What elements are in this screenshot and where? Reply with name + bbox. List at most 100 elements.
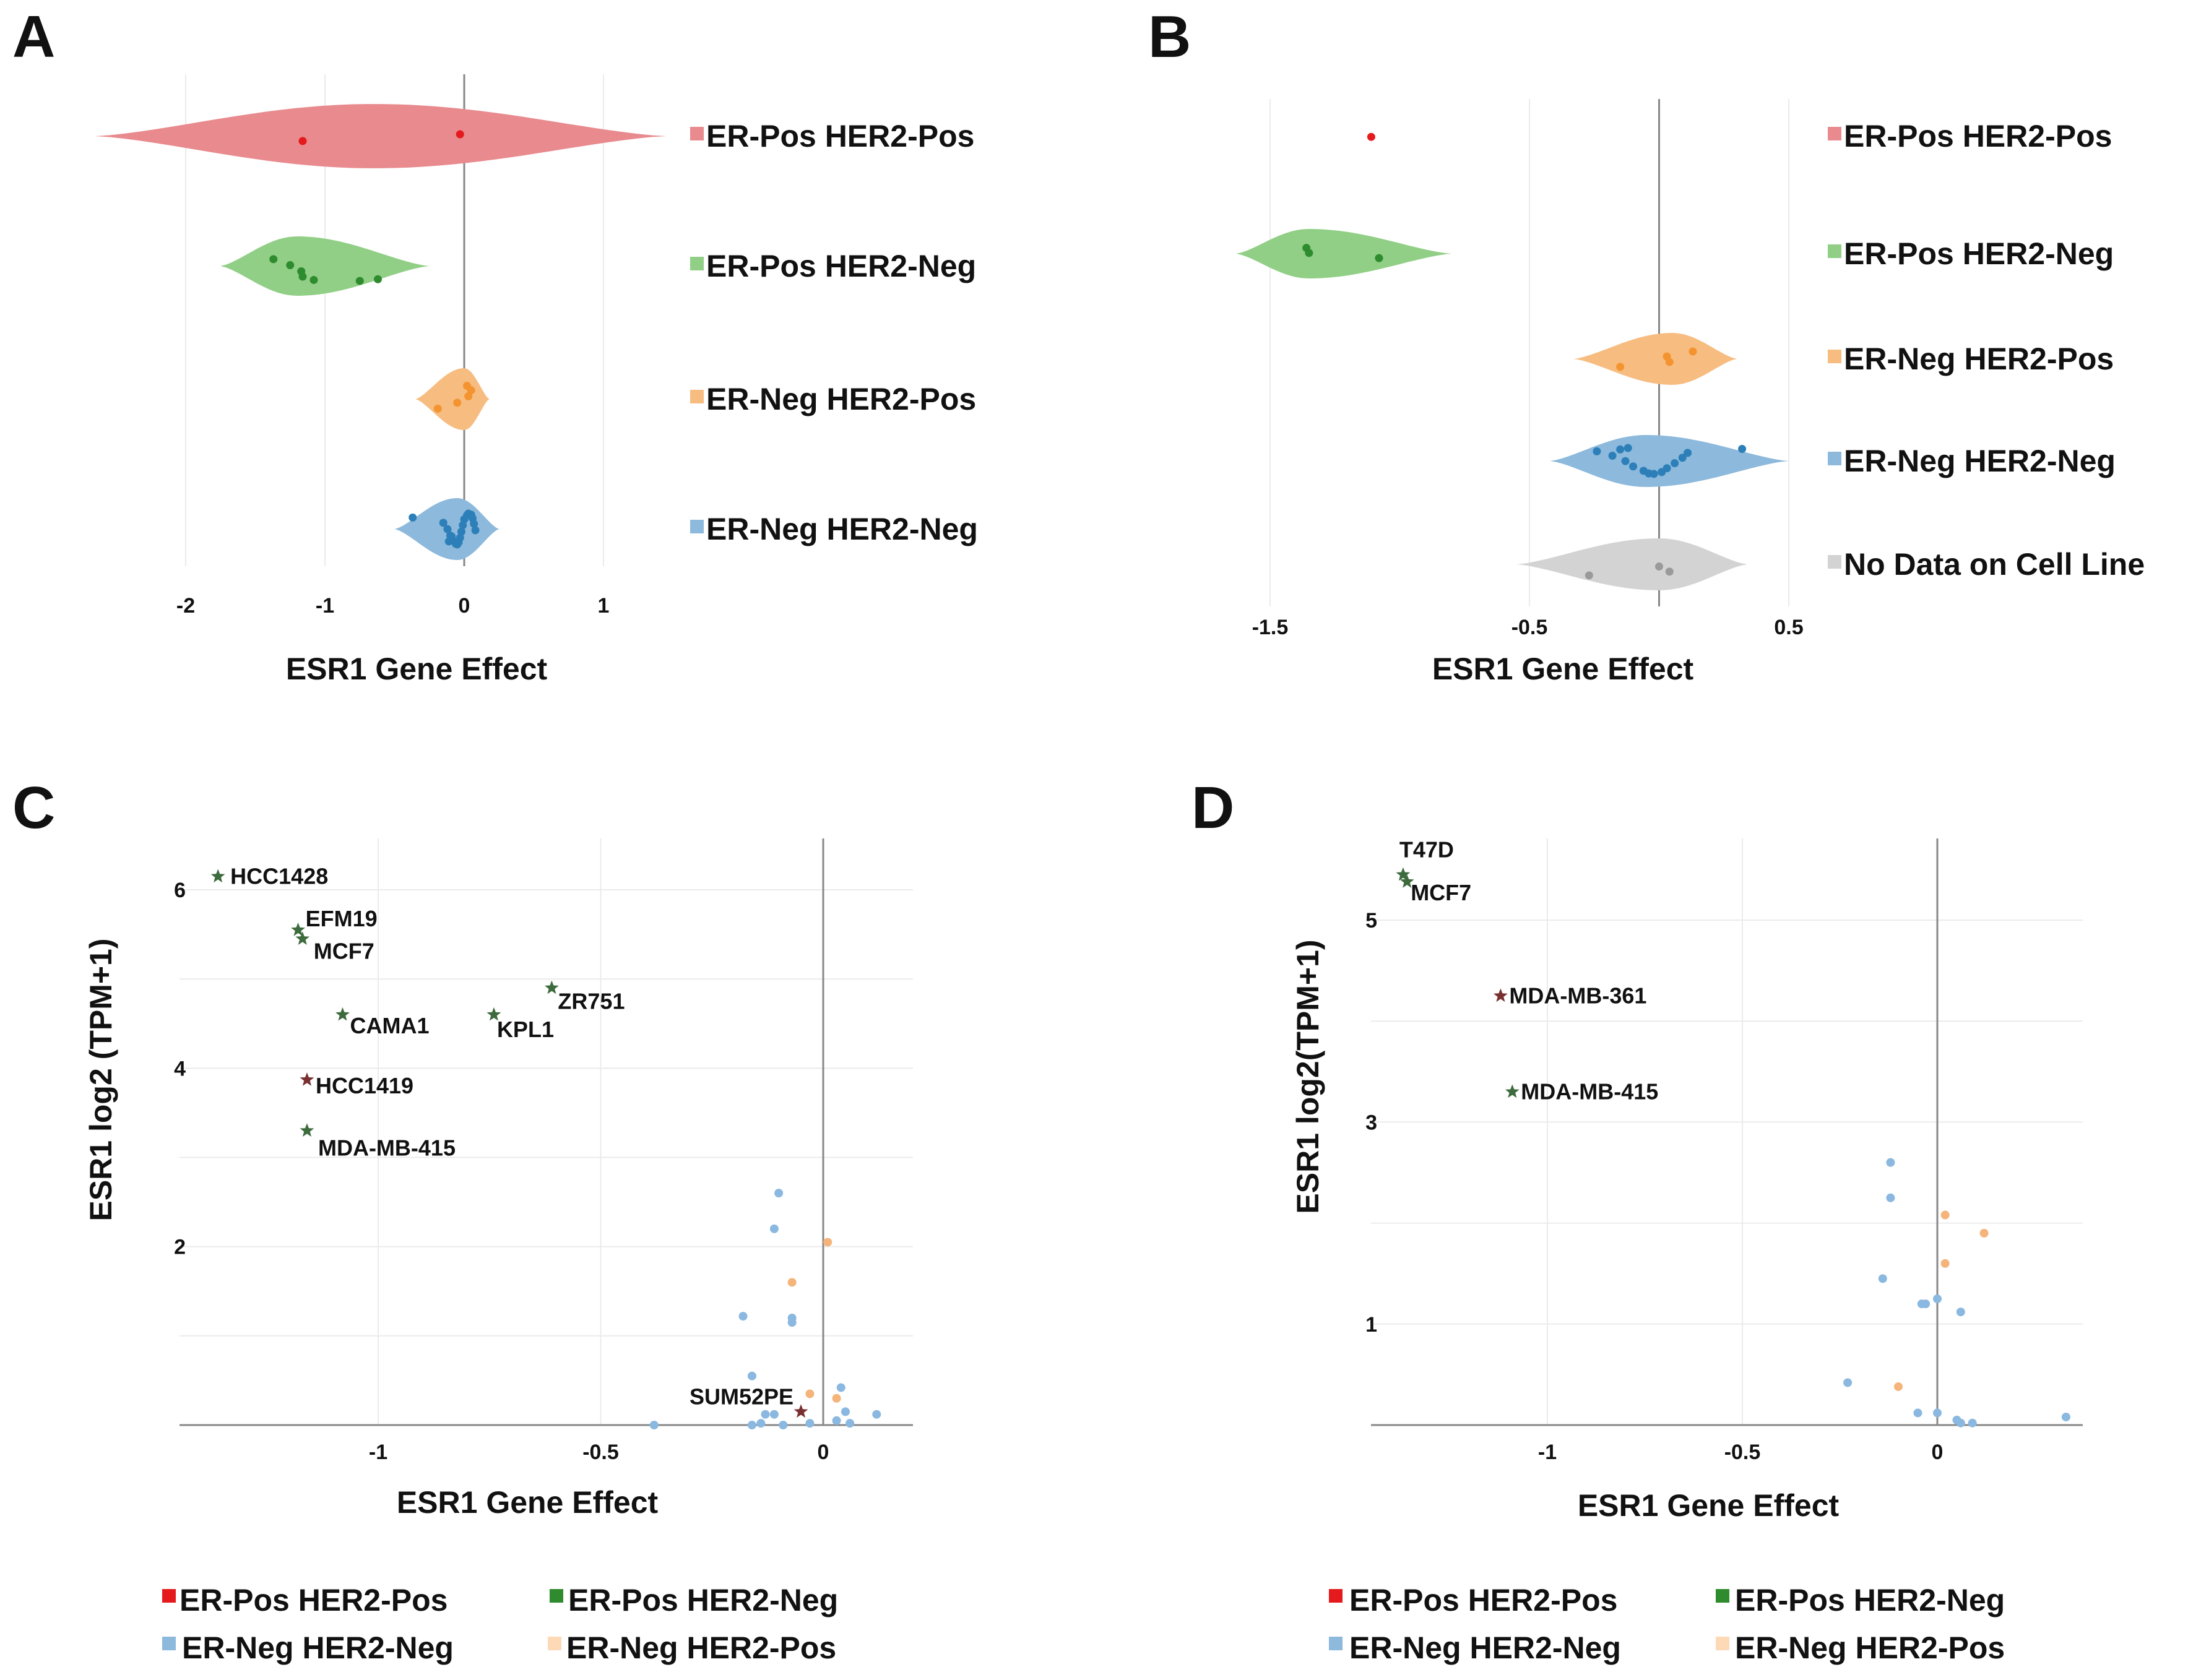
violin-point [409,513,417,522]
scatter-point [1933,1408,1942,1418]
violin-point [309,275,318,284]
scatter-point [738,1312,748,1321]
star-marker [1396,867,1411,881]
legend-label-neg_pos: ER-Neg HER2-Pos [1844,342,2114,376]
violin-point [471,526,480,535]
violin-point [464,392,473,400]
scatter-point [761,1410,770,1419]
violin-point [1624,444,1632,452]
star-marker [291,922,305,936]
legend-swatch-neg_pos [690,390,704,403]
legend-label-pos_neg: ER-Pos HER2-Neg [706,249,976,283]
scatter-point [1933,1294,1942,1303]
violin-point [1585,571,1593,580]
legend-swatch-pos_pos [1828,127,1841,140]
scatter-point [805,1389,815,1398]
panel-a-violin-chart: ER-Pos HER2-Pos ER-Pos HER2-Neg ER-Neg HER… [95,74,978,686]
violin-pos_neg [1236,229,1452,278]
scatter-point [845,1419,855,1428]
scatter-point [1894,1382,1903,1391]
scatter-point [805,1419,815,1428]
star-marker [300,1072,314,1086]
scatter-point [1843,1378,1853,1387]
scatter-point [1878,1274,1887,1283]
y-axis-title: ESR1 log2 (TPM+1) [84,938,118,1221]
point-label: EFM19 [306,906,378,931]
scatter-point [1968,1418,1977,1428]
y-tick-label: 3 [1365,1111,1377,1134]
point-label: T47D [1399,837,1454,863]
scatter-point [1956,1418,1965,1428]
point-label: CAMA1 [350,1013,429,1038]
panel-b-violin-chart: ER-Pos HER2-Pos ER-Pos HER2-Neg ER-Neg HER… [1236,99,2145,686]
scatter-point [1921,1299,1931,1309]
legend-swatch-pos_neg [690,257,704,270]
violin-point [1616,445,1625,454]
star-marker [545,980,559,994]
scatter-point [1956,1307,1965,1317]
star-marker [793,1404,808,1418]
panel-letter-c: C [12,775,55,841]
legend-swatch-neg_pos [1828,350,1841,363]
x-tick-label: -0.5 [1724,1441,1761,1464]
violin-point [1621,457,1630,465]
scatter-point [774,1189,784,1198]
point-label: MCF7 [314,938,374,963]
legend-c-label-pos-pos: ER-Pos HER2-Pos [179,1583,448,1618]
panel-letter-a: A [12,4,55,70]
x-tick-label: -0.5 [582,1441,619,1464]
scatter-point [747,1421,756,1429]
violin-point [1367,132,1375,141]
star-marker [486,1007,501,1021]
violin-point [1665,567,1674,576]
legend-swatch-no_data [1828,555,1841,569]
scatter-point [836,1383,845,1392]
violin-point [463,382,471,390]
violin-point [1305,249,1313,257]
legend-d-label-neg-neg: ER-Neg HER2-Neg [1349,1630,1621,1665]
x-tick-label: -1 [1538,1441,1557,1464]
violin-point [456,130,464,139]
violin-point [1689,347,1697,356]
violin-point [444,537,453,546]
legend-c-swatch-neg-neg [162,1637,176,1650]
scatter-point [1886,1193,1895,1202]
violin-point [1608,452,1617,460]
scatter-point [649,1421,659,1429]
violin-point [298,137,307,145]
y-tick-label: 2 [174,1236,186,1259]
violin-point [1738,444,1747,453]
violin-point [1678,454,1687,462]
violin-point [1375,254,1383,262]
violin-point [1671,459,1679,468]
legend-label-pos_pos: ER-Pos HER2-Pos [1844,119,2112,153]
x-tick-label: 0 [459,594,470,618]
violin-point [470,519,478,528]
violin-point [457,527,465,536]
point-label: MDA-MB-361 [1509,983,1646,1008]
point-label: SUM52PE [690,1384,793,1409]
star-marker [210,869,225,883]
legend-d: ER-Pos HER2-Pos ER-Pos HER2-Neg ER-Neg H… [1329,1583,2005,1665]
x-tick-label: 0 [1932,1441,1944,1464]
point-label: ZR751 [558,989,625,1014]
x-tick-label: 1 [598,594,610,618]
legend-c-swatch-neg-pos [548,1637,561,1650]
x-tick-label: -1 [316,594,334,618]
x-axis-title: ESR1 Gene Effect [397,1485,659,1520]
legend-c-label-pos-neg: ER-Pos HER2-Neg [568,1583,838,1618]
point-label: MDA-MB-415 [318,1135,456,1160]
star-marker [1505,1084,1520,1098]
point-label: MDA-MB-415 [1521,1079,1658,1104]
scatter-point [2061,1412,2070,1421]
scatter-point [823,1238,832,1247]
legend-swatch-neg_neg [690,520,704,533]
legend-label-no_data: No Data on Cell Line [1844,547,2145,582]
star-marker [1399,874,1414,888]
scatter-point [787,1278,797,1287]
violin-point [1684,449,1692,457]
legend-swatch-pos_neg [1828,244,1841,258]
scatter-point [1940,1259,1950,1268]
scatter-point [747,1371,756,1381]
violin-point [374,275,382,283]
